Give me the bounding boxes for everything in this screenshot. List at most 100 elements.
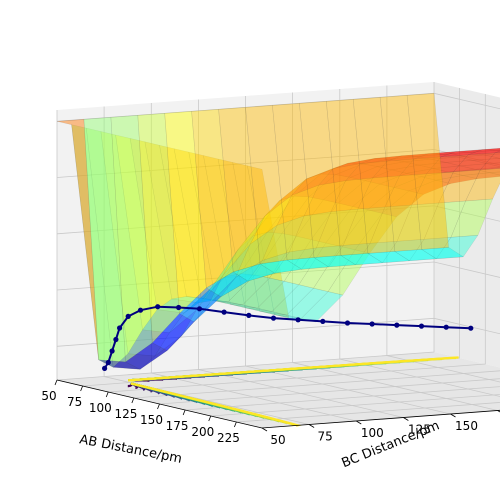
surface-patch <box>298 242 341 289</box>
y-tick <box>261 427 268 432</box>
surface-patch <box>355 241 398 266</box>
surface-patch <box>173 148 217 302</box>
surface-patch <box>441 149 483 158</box>
y-tick <box>356 420 362 425</box>
surface-patch <box>484 153 500 159</box>
surface-patch <box>330 177 374 212</box>
x-tick <box>54 379 58 386</box>
surface-patch <box>286 287 329 319</box>
surface-patch <box>435 235 479 260</box>
surface-patch <box>127 329 170 357</box>
trajectory-point <box>196 306 203 312</box>
x-tick-label: 150 <box>140 413 163 427</box>
surface-patch <box>445 160 488 167</box>
surface-patch <box>303 180 347 217</box>
surface-patch <box>406 168 449 178</box>
trajectory-point <box>394 322 400 328</box>
surface-patch <box>197 273 242 304</box>
trajectory-point <box>418 323 425 329</box>
surface-patch <box>340 253 384 266</box>
trajectory-point <box>295 317 301 323</box>
surface-patch <box>460 163 500 170</box>
surface-patch <box>274 247 317 274</box>
surface-patch <box>247 251 291 282</box>
surface-patch <box>249 195 293 245</box>
surface-patch <box>354 213 398 254</box>
surface-patch <box>342 206 386 246</box>
surface-patch <box>164 111 207 315</box>
surface-patch <box>433 165 476 173</box>
surface-patch <box>362 158 405 167</box>
trajectory-series <box>102 304 474 371</box>
surface-patch <box>497 149 500 151</box>
x-tick-label: 100 <box>89 401 112 415</box>
surface-patch <box>137 113 180 344</box>
surface-patch <box>205 271 249 298</box>
surface-patch <box>475 167 500 173</box>
x-tick-label: 175 <box>166 419 189 433</box>
grid-line-z <box>56 205 500 235</box>
surface-patch <box>452 152 496 173</box>
surface-patch <box>201 297 243 306</box>
surface-patch <box>408 237 452 262</box>
surface-patch <box>208 244 251 305</box>
surface-patch <box>325 206 368 247</box>
grid-line-x <box>108 94 486 393</box>
surface-patch <box>379 95 422 252</box>
contour-line <box>128 356 459 382</box>
surface-patch <box>269 235 312 282</box>
surface-patch <box>364 169 408 185</box>
surface-patch <box>472 158 500 164</box>
x-axis-label: AB Distance/pm <box>78 432 183 467</box>
trajectory-point <box>137 307 144 313</box>
x-tick <box>234 421 237 428</box>
surface-patch <box>254 233 297 279</box>
x-tick-label: 200 <box>191 425 214 439</box>
surface-patch <box>83 117 126 363</box>
surface-patch <box>374 155 417 160</box>
surface-patch <box>256 281 300 312</box>
surface-patch <box>279 173 322 201</box>
grid-line-x <box>185 386 500 411</box>
x-tick <box>157 403 160 410</box>
grid-line-y <box>150 103 357 422</box>
surface-patch <box>230 304 272 312</box>
grid-line-z <box>56 261 500 291</box>
grid-line-x <box>210 394 500 417</box>
y-tick-label: 150 <box>455 419 478 433</box>
surface-patch <box>283 239 327 285</box>
surface-patch <box>183 276 226 314</box>
surface-patch <box>223 215 266 276</box>
trajectory-point <box>155 304 161 310</box>
surface-patch <box>418 162 461 169</box>
surface-patch <box>220 260 263 298</box>
surface-patch <box>408 179 452 195</box>
grid-line-z <box>56 92 500 122</box>
surface-patch <box>247 165 290 319</box>
surface-patch <box>404 158 446 166</box>
surface-patch <box>212 273 256 303</box>
surface-patch <box>154 309 197 357</box>
grid-line-y <box>339 89 500 397</box>
surface-patch <box>411 171 454 206</box>
surface-patch <box>352 97 396 254</box>
y-axis-label: BC Distance/pm <box>340 418 442 471</box>
surface-patch <box>377 161 419 171</box>
grid-line-x <box>159 378 500 405</box>
surface-patch <box>438 169 481 204</box>
surface-patch <box>443 151 486 158</box>
y-tick-label: 75 <box>317 430 332 444</box>
surface-patch <box>272 103 315 261</box>
y-tick-label: 100 <box>361 426 384 440</box>
surface-patch <box>86 127 129 368</box>
surface-patch <box>394 249 438 262</box>
y-tick <box>450 413 456 418</box>
surface-patch <box>345 160 388 182</box>
trajectory-point <box>468 325 474 331</box>
surface-patch <box>191 109 234 289</box>
grid-line-x <box>56 82 435 381</box>
surface-patch <box>186 296 229 303</box>
trajectory-point <box>117 325 123 331</box>
surface-patch <box>169 288 212 333</box>
surface-patch <box>382 239 425 264</box>
